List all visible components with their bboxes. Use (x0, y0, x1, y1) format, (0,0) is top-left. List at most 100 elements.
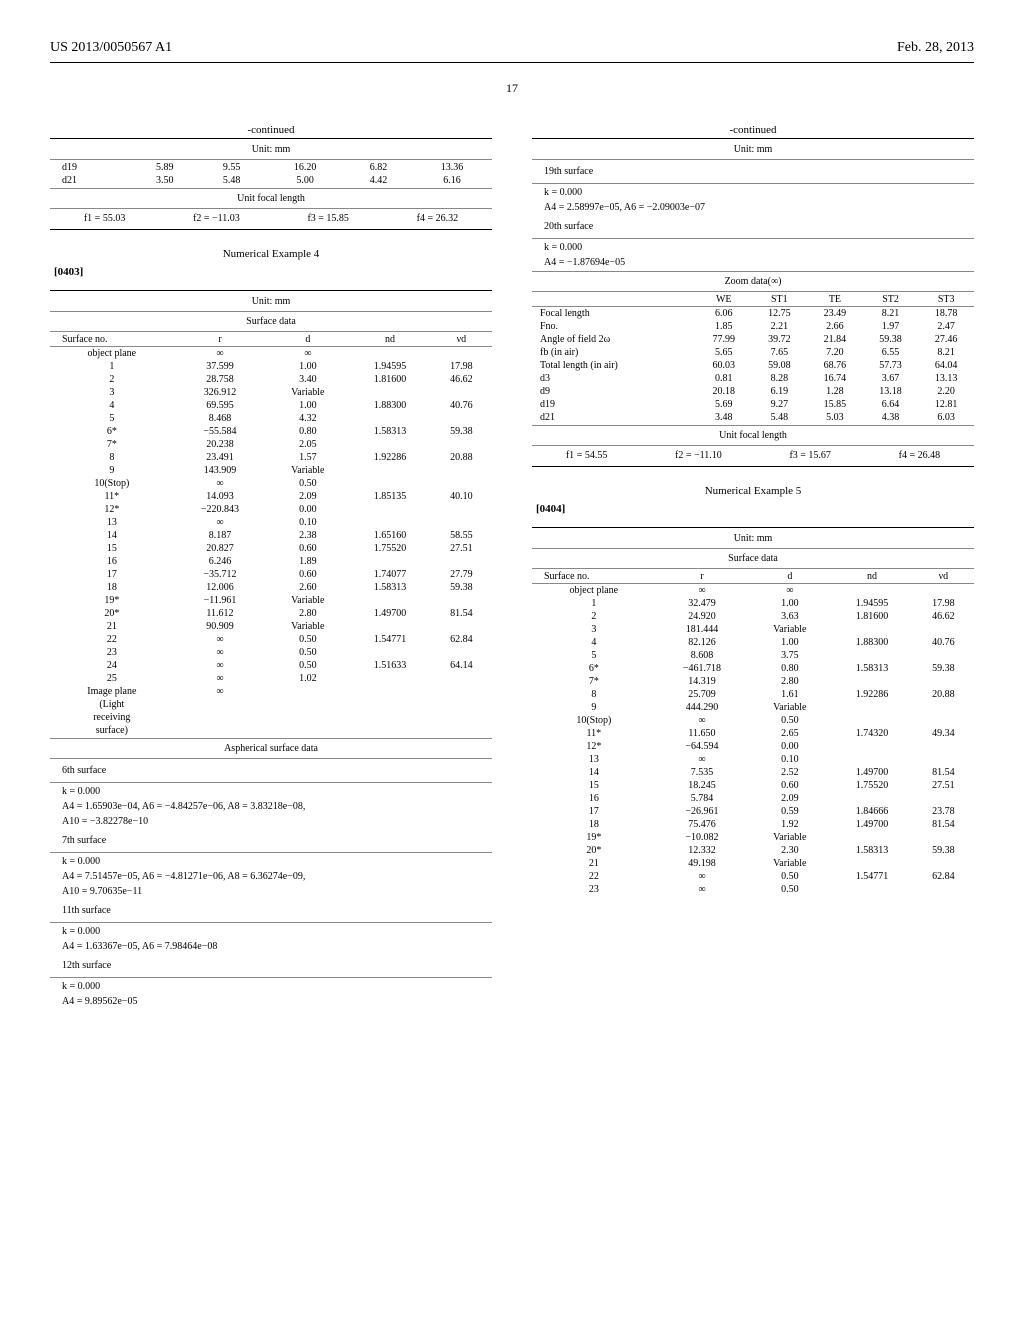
table-row: d213.505.485.004.426.16 (50, 174, 492, 187)
table-row: 224.9203.631.8160046.62 (532, 610, 974, 623)
table-row: 482.1261.001.8830040.76 (532, 636, 974, 649)
ufl-value: f2 = −11.10 (675, 450, 722, 461)
table-row: 7*14.3192.80 (532, 675, 974, 688)
aspherical-surface-title: 19th surface (544, 164, 974, 179)
table-row: d195.899.5516.206.8213.36 (50, 161, 492, 174)
aspherical-line: k = 0.000 (62, 924, 492, 939)
table-row: 825.7091.611.9228620.88 (532, 688, 974, 701)
table-row: 11*11.6502.651.7432049.34 (532, 727, 974, 740)
ufl-value: f2 = −11.03 (193, 213, 240, 224)
continued-label: -continued (50, 124, 492, 136)
aspherical-data-cont: 19th surface k = 0.000 A4 = 2.58997e−05, A… (532, 164, 974, 270)
ufl-row: f1 = 55.03 f2 = −11.03 f3 = 15.85 f4 = 26.3… (50, 210, 492, 227)
table-header: νd (913, 570, 974, 584)
table-header: r (656, 570, 749, 584)
aspherical-line: k = 0.000 (62, 784, 492, 799)
aspherical-line: k = 0.000 (62, 854, 492, 869)
table-row: 13∞0.10 (532, 753, 974, 766)
aspherical-title: Aspherical surface data (50, 740, 492, 757)
right-column: -continued Unit: mm 19th surface k = 0.00… (532, 124, 974, 1009)
aspherical-block: 19th surfacek = 0.000A4 = 2.58997e−05, A… (532, 164, 974, 215)
unit-label: Unit: mm (532, 530, 974, 547)
table-row: 13∞0.10 (50, 516, 492, 529)
unit-label: Unit: mm (50, 293, 492, 310)
continued-label: -continued (532, 124, 974, 136)
table-row: 1812.0062.601.5831359.38 (50, 581, 492, 594)
table-row: 22∞0.501.5477162.84 (532, 870, 974, 883)
table-row: 10(Stop)∞0.50 (532, 714, 974, 727)
table-row: 12*−64.5940.00 (532, 740, 974, 753)
table-row: 9143.909Variable (50, 464, 492, 477)
paragraph-number: [0403] (54, 266, 492, 278)
table-row: 17−35.7120.601.7407727.79 (50, 568, 492, 581)
table-row: 3326.912Variable (50, 386, 492, 399)
aspherical-surface-title: 20th surface (544, 219, 974, 234)
table-header: ST2 (863, 293, 919, 307)
table-header: ST3 (918, 293, 974, 307)
ufl-value: f4 = 26.32 (417, 213, 458, 224)
table-row: surface) (50, 724, 492, 737)
table-row: 148.1872.381.6516058.55 (50, 529, 492, 542)
table-row: 1875.4761.921.4970081.54 (532, 818, 974, 831)
table-row: Total length (in air)60.0359.0868.7657.7… (532, 359, 974, 372)
table-row: 166.2461.89 (50, 555, 492, 568)
table-header: WE (696, 293, 752, 307)
table-header: d (266, 333, 349, 347)
aspherical-line: k = 0.000 (62, 979, 492, 994)
aspherical-block: 11th surface k = 0.000A4 = 1.63367e−05, A… (50, 903, 492, 954)
aspherical-line: A4 = −1.87694e−05 (544, 255, 974, 270)
page-header: US 2013/0050567 A1 Feb. 28, 2013 (50, 40, 974, 56)
table-row: 23∞0.50 (532, 883, 974, 896)
aspherical-surface-title: 11th surface (62, 903, 492, 918)
table-header: Surface no. (50, 333, 174, 347)
aspherical-line: A10 = −3.82278e−10 (62, 814, 492, 829)
table-row: 132.4791.001.9459517.98 (532, 597, 974, 610)
publication-number: US 2013/0050567 A1 (50, 40, 172, 56)
table-row: Angle of field 2ω77.9939.7221.8459.3827.… (532, 333, 974, 346)
table-row: object plane∞∞ (50, 347, 492, 360)
table-row: 2190.909Variable (50, 620, 492, 633)
ufl-row: f1 = 54.55f2 = −11.10f3 = 15.67f4 = 26.4… (532, 447, 974, 464)
table-header: nd (349, 333, 430, 347)
ufl-value: f3 = 15.85 (307, 213, 348, 224)
aspherical-line: A4 = 2.58997e−05, A6 = −2.09003e−07 (544, 200, 974, 215)
table-row: 1518.2450.601.7552027.51 (532, 779, 974, 792)
table-row: 2149.198Variable (532, 857, 974, 870)
table-row: 823.4911.571.9228620.88 (50, 451, 492, 464)
table-row: 228.7583.401.8160046.62 (50, 373, 492, 386)
table-row: receiving (50, 711, 492, 724)
table-row: 10(Stop)∞0.50 (50, 477, 492, 490)
publication-date: Feb. 28, 2013 (897, 40, 974, 56)
ufl-value: f1 = 54.55 (566, 450, 607, 461)
aspherical-block: 7th surfacek = 0.000A4 = 7.51457e−05, A6… (50, 833, 492, 899)
table-row: 9444.290Variable (532, 701, 974, 714)
table-row: 19*−10.082Variable (532, 831, 974, 844)
table-row: d30.818.2816.743.6713.13 (532, 372, 974, 385)
table-header: νd (431, 333, 492, 347)
table-row: (Light (50, 698, 492, 711)
table-row: d195.699.2715.856.6412.81 (532, 398, 974, 411)
table-row: 12*−220.8430.00 (50, 503, 492, 516)
aspherical-block: 20th surface k = 0.000A4 = −1.87694e−05 (532, 219, 974, 270)
aspherical-line: k = 0.000 (544, 240, 974, 255)
table-header: d (748, 570, 831, 584)
surface-table-4: Surface no.rdndνdobject plane∞∞137.5991.… (50, 333, 492, 737)
table-row: 7*20.2382.05 (50, 438, 492, 451)
aspherical-block: 12th surfacek = 0.000A4 = 9.89562e−05 (50, 958, 492, 1009)
table-row: 20*12.3322.301.5831359.38 (532, 844, 974, 857)
table-row: 58.6083.75 (532, 649, 974, 662)
table-row: 6*−461.7180.801.5831359.38 (532, 662, 974, 675)
table-row: 1520.8270.601.7552027.51 (50, 542, 492, 555)
table-header (532, 293, 696, 307)
table-header: nd (831, 570, 912, 584)
ufl-title: Unit focal length (50, 190, 492, 207)
table-row: d213.485.485.034.386.03 (532, 411, 974, 424)
ufl-value: f4 = 26.48 (899, 450, 940, 461)
ufl-value: f1 = 55.03 (84, 213, 125, 224)
table-row: 165.7842.09 (532, 792, 974, 805)
ufl-title: Unit focal length (532, 427, 974, 444)
zoom-title: Zoom data(∞) (532, 273, 974, 290)
table-row: 25∞1.02 (50, 672, 492, 685)
aspherical-line: A4 = 1.63367e−05, A6 = 7.98464e−08 (62, 939, 492, 954)
table-row: 22∞0.501.5477162.84 (50, 633, 492, 646)
